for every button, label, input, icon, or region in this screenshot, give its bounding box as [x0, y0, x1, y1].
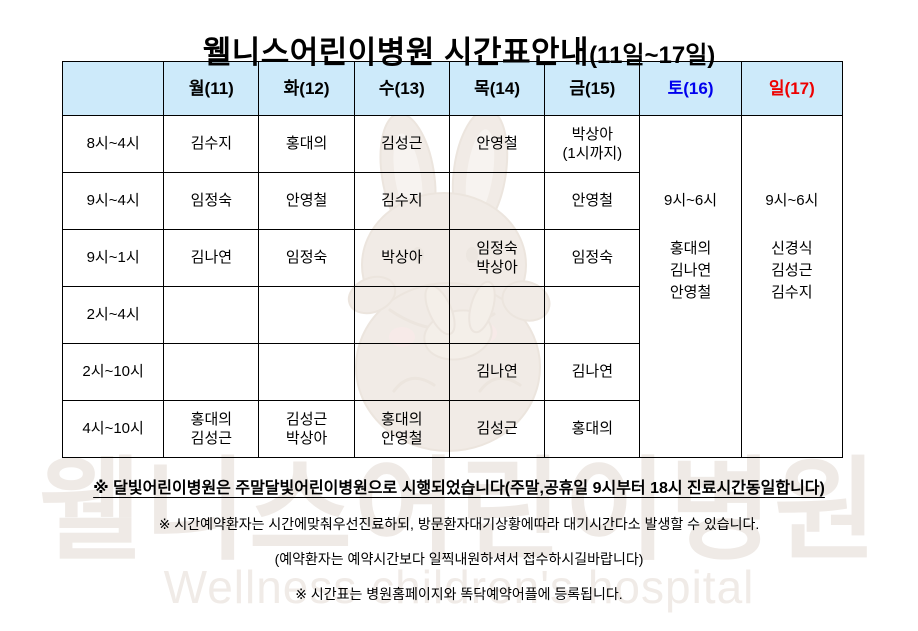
schedule-cell-tue	[258, 286, 355, 344]
staff-name: 홍대의	[285, 135, 328, 153]
schedule-cell-mon	[163, 343, 260, 401]
schedule-cell-mon	[163, 286, 260, 344]
staff-name: 김수지	[771, 283, 813, 301]
schedule-cell-fri: 박상아 (1시까지)	[544, 115, 641, 173]
footer-note-2: ※ 시간예약환자는 시간에맞춰우선진료하되, 방문환자대기상황에따라 대기시간다…	[158, 516, 760, 532]
staff-name: 신경식	[771, 240, 813, 258]
page-title-main: 웰니스어린이병원 시간표안내	[202, 35, 590, 71]
schedule-cell-mon: 김나연	[163, 229, 260, 287]
schedule-cell-thu	[448, 172, 546, 230]
schedule-cell-thu: 김성근	[448, 400, 546, 458]
staff-name: 김나연	[190, 249, 233, 267]
staff-name: 임정숙	[571, 249, 613, 267]
day-label-fri: 금(15)	[569, 78, 616, 98]
footer-notes: ※ 달빛어린이병원은 주말달빛어린이병원으로 시행되었습니다(주말,공휴일 9시…	[0, 474, 918, 604]
schedule-cell-tue: 임정숙	[258, 229, 355, 287]
schedule-cell-wed	[353, 286, 450, 344]
header-day-sun: 일(17)	[740, 61, 844, 116]
schedule-cell-tue	[258, 343, 355, 401]
staff-name: 임정숙	[285, 249, 328, 267]
time-slot-label: 2시~4시	[61, 286, 165, 344]
staff-name: 안영철	[476, 135, 518, 153]
staff-name: 김성근	[476, 420, 518, 438]
staff-name: 박상아	[476, 259, 518, 276]
schedule-cell-wed	[353, 343, 450, 401]
staff-name: 안영철	[571, 192, 613, 210]
staff-name: 홍대의	[381, 410, 423, 428]
footer-note-1: ※ 달빛어린이병원은 주말달빛어린이병원으로 시행되었습니다(주말,공휴일 9시…	[93, 480, 825, 497]
schedule-cell-wed: 김수지	[353, 172, 450, 230]
day-label-tue: 화(12)	[283, 78, 330, 98]
staff-name: 안영철	[285, 192, 328, 210]
page-title-range: (11일~17일)	[589, 42, 716, 70]
schedule-table-body: 8시~4시 김수지 홍대의 김성근 안영철 박상아 (1시까지) 9시~6시 홍대의 김나연 안영철…	[61, 115, 844, 458]
time-slot-label: 4시~10시	[61, 400, 165, 458]
schedule-cell-mon: 김수지	[163, 115, 260, 173]
table-row: 8시~4시 김수지 홍대의 김성근 안영철 박상아 (1시까지) 9시~6시 홍대의 김나연 안영철…	[61, 115, 844, 458]
staff-name: 김성근	[285, 410, 328, 428]
header-time-column	[61, 61, 165, 116]
staff-name: 박상아	[381, 249, 423, 267]
staff-name: 김수지	[190, 135, 233, 153]
staff-name: 임정숙	[190, 192, 233, 210]
schedule-cell-tue: 홍대의	[258, 115, 355, 173]
footer-note-4: ※ 시간표는 병원홈페이지와 똑닥예약어플에 등록됩니다.	[295, 586, 623, 602]
schedule-cell-mon: 임정숙	[163, 172, 260, 230]
time-slot-label: 2시~10시	[61, 343, 165, 401]
staff-name: 박상아	[285, 430, 328, 447]
staff-name: 김나연	[476, 363, 518, 381]
schedule-table: 월(11) 화(12) 수(13) 목(14) 금(15) 토(16) 일(17…	[61, 61, 844, 458]
schedule-cell-wed: 김성근	[353, 115, 450, 173]
header-day-sat: 토(16)	[639, 61, 742, 116]
schedule-cell-fri: 임정숙	[544, 229, 641, 287]
staff-name: 김나연	[571, 363, 613, 381]
schedule-cell-thu: 김나연	[448, 343, 546, 401]
day-label-thu: 목(14)	[474, 78, 520, 98]
schedule-cell-fri: 홍대의	[544, 400, 641, 458]
schedule-cell-thu: 안영철	[448, 115, 546, 173]
staff-name: 홍대의	[669, 240, 712, 258]
staff-name: 김성근	[190, 430, 233, 447]
day-label-sun: 일(17)	[768, 78, 815, 98]
staff-name: (1시까지)	[562, 145, 623, 162]
weekend-hours-sat: 9시~6시	[664, 192, 718, 209]
schedule-cell-fri: 김나연	[544, 343, 641, 401]
day-label-sat: 토(16)	[667, 78, 714, 98]
schedule-cell-thu	[448, 286, 546, 344]
day-label-wed: 수(13)	[378, 78, 425, 98]
staff-name: 김나연	[669, 261, 712, 279]
header-day-fri: 금(15)	[544, 61, 641, 116]
staff-name: 김성근	[771, 261, 813, 279]
schedule-cell-wed: 박상아	[353, 229, 450, 287]
staff-name: 김성근	[381, 135, 423, 153]
staff-name: 홍대의	[190, 410, 233, 428]
page-title: 웰니스어린이병원 시간표안내(11일~17일)	[0, 27, 918, 72]
schedule-cell-tue: 안영철	[258, 172, 355, 230]
staff-name: 안영철	[669, 283, 712, 301]
staff-name: 홍대의	[571, 420, 613, 438]
staff-name: 박상아	[571, 125, 613, 143]
time-slot-label: 9시~4시	[61, 172, 165, 230]
footer-note-3: (예약환자는 예약시간보다 일찍내원하셔서 접수하시길바랍니다)	[274, 551, 644, 567]
header-day-tue: 화(12)	[258, 61, 355, 116]
header-day-mon: 월(11)	[163, 61, 260, 116]
weekend-hours-sun: 9시~6시	[765, 192, 819, 209]
staff-name: 안영철	[381, 430, 423, 447]
schedule-cell-fri: 안영철	[544, 172, 641, 230]
schedule-cell-fri	[544, 286, 641, 344]
time-slot-label: 9시~1시	[61, 229, 165, 287]
day-label-mon: 월(11)	[188, 78, 234, 98]
staff-name: 김수지	[381, 192, 423, 210]
time-slot-label: 8시~4시	[61, 115, 165, 173]
staff-name: 임정숙	[476, 239, 518, 257]
